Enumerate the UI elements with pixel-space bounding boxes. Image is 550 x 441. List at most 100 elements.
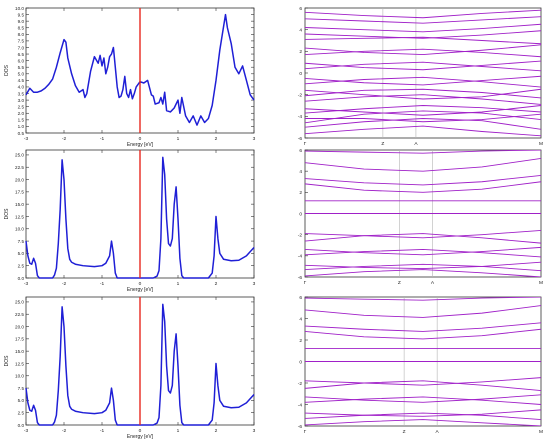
y-tick-label: 22.5 — [15, 312, 24, 317]
band-line — [305, 105, 541, 114]
x-axis-label: Energy [eV] — [127, 434, 154, 440]
y-tick-label: 7.5 — [18, 386, 25, 391]
y-tick-label: 4.5 — [18, 78, 25, 83]
x-tick-label: -1 — [100, 136, 105, 142]
kpoint-label: Γ — [304, 141, 307, 147]
y-tick-label: -2 — [298, 92, 303, 98]
kpoint-label: A — [436, 429, 440, 435]
y-tick-label: 25.0 — [15, 300, 24, 305]
y-tick-label: 4.0 — [18, 85, 25, 90]
y-tick-label: 20.0 — [15, 177, 24, 182]
band-lines — [305, 9, 541, 137]
y-tick-label: -4 — [298, 114, 303, 120]
kpoint-label: A — [414, 141, 418, 147]
x-tick-label: 3 — [253, 136, 256, 142]
x-tick-label: -3 — [24, 428, 29, 434]
dos-3: 0.0 2.5 5.0 7.5 10.0 12.5 15.0 17.5 20.0 22.5 25.0… — [4, 296, 256, 440]
y-tick-label: 0.0 — [18, 276, 25, 281]
kpoint-label: M — [539, 141, 543, 147]
band-line — [305, 377, 541, 386]
dos-curve — [25, 156, 255, 279]
kpoint-label: M — [539, 429, 543, 435]
y-tick-label: 15.0 — [15, 349, 24, 354]
y-tick-label: 3.5 — [18, 91, 25, 96]
x-tick-label: 2 — [215, 136, 218, 142]
y-tick-label: 4 — [299, 169, 302, 175]
band-line — [305, 125, 541, 137]
y-tick-label: 5.0 — [18, 72, 25, 77]
dos-curve — [25, 13, 255, 126]
band-line — [305, 36, 541, 45]
dos-curve — [25, 303, 255, 426]
kpoint-label: Γ — [304, 280, 307, 286]
bands-1: Γ Z A M -6 -4 -2 0 2 4 6 — [298, 6, 543, 147]
y-tick-label: 5.0 — [18, 251, 25, 256]
y-tick-label: 0 — [299, 359, 302, 365]
y-tick-label: 5.0 — [18, 398, 25, 403]
band-line — [305, 269, 541, 277]
band-line — [305, 48, 541, 58]
y-axis-label: DOS — [4, 64, 10, 76]
band-line — [305, 322, 541, 332]
band-lines — [305, 150, 541, 277]
kpoint-label: M — [539, 280, 543, 286]
x-tick-label: 2 — [215, 281, 218, 287]
y-tick-label: 15.0 — [15, 202, 24, 207]
x-tick-label: -3 — [24, 136, 29, 142]
band-line — [305, 181, 541, 193]
band-line — [305, 249, 541, 258]
x-tick-label: 0 — [139, 281, 142, 287]
band-line — [305, 380, 541, 391]
band-line — [305, 113, 541, 123]
dos-2: 0.0 2.5 5.0 7.5 10.0 12.5 15.0 17.5 20.0 22.5 25.0… — [4, 149, 256, 293]
band-line — [305, 110, 541, 124]
band-line — [305, 396, 541, 405]
band-lines — [305, 297, 541, 426]
x-tick-label: -2 — [62, 136, 67, 142]
y-tick-label: -4 — [298, 402, 303, 408]
x-tick-label: -1 — [100, 428, 105, 434]
y-tick-label: 6 — [299, 148, 302, 154]
band-line — [305, 229, 541, 239]
dos-1: 0.5 1.01.5 2.0 2.53.0 3.54.0 4.55.0 5.5 6.06.5 7… — [4, 6, 256, 148]
y-tick-label: 0 — [299, 71, 302, 77]
band-line — [305, 297, 541, 301]
kpoint-label: Z — [403, 429, 406, 435]
y-tick-label: -2 — [298, 381, 303, 387]
y-tick-label: 6.0 — [18, 58, 25, 63]
band-line — [305, 105, 541, 116]
band-line — [305, 263, 541, 272]
y-tick-label: 4 — [299, 27, 302, 33]
band-line — [305, 150, 541, 154]
band-line — [305, 174, 541, 186]
x-tick-label: 1 — [177, 428, 180, 434]
y-tick-label: 2 — [299, 338, 302, 344]
band-line — [305, 328, 541, 340]
y-tick-label: 2.5 — [18, 263, 25, 268]
y-tick-label: 2.5 — [18, 104, 25, 109]
band-line — [305, 9, 541, 19]
y-tick-label: 12.5 — [15, 361, 24, 366]
band-line — [305, 44, 541, 56]
band-line — [305, 419, 541, 426]
y-tick-label: 0.5 — [18, 131, 25, 136]
y-tick-label: 5.5 — [18, 65, 25, 70]
y-tick-label: 1.5 — [18, 118, 25, 123]
kpoint-label: Z — [398, 280, 401, 286]
band-line — [305, 23, 541, 33]
y-tick-label: -6 — [298, 424, 303, 430]
y-tick-label: 2 — [299, 190, 302, 196]
y-tick-label: 7.0 — [18, 45, 25, 50]
y-tick-label: 25.0 — [15, 153, 24, 158]
x-tick-label: -1 — [100, 281, 105, 287]
x-tick-label: 2 — [215, 428, 218, 434]
y-tick-label: -6 — [298, 275, 303, 281]
x-tick-label: -2 — [62, 428, 67, 434]
y-tick-label: 9.5 — [18, 12, 25, 17]
band-line — [305, 94, 541, 105]
bands-3: Γ Z A M -6 -4 -2 0 2 4 6 — [298, 295, 543, 435]
y-tick-label: 20.0 — [15, 324, 24, 329]
y-tick-label: 6 — [299, 295, 302, 301]
band-line — [305, 246, 541, 256]
